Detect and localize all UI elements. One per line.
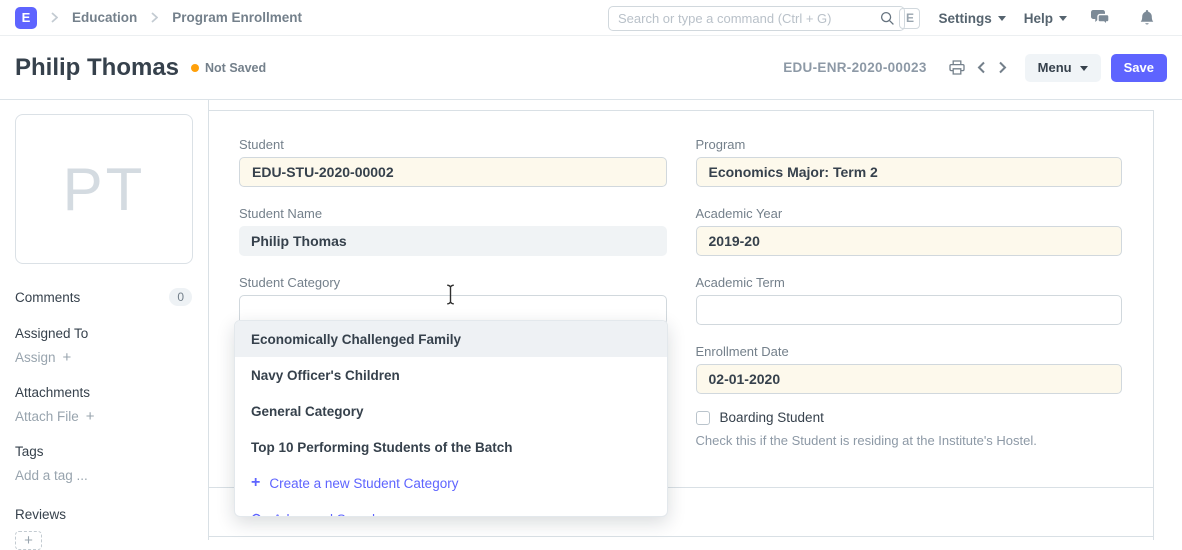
breadcrumb-chevron-icon [151,12,159,23]
status-dot-icon [191,63,200,72]
page-title: Philip Thomas [15,53,180,81]
tags-section: Tags Add a tag ... [15,444,192,483]
status-label: Not Saved [205,60,267,75]
dropdown-option[interactable]: Economically Challenged Family [235,321,667,357]
program-label: Program [695,137,746,152]
dropdown-option[interactable]: Navy Officer's Children [251,367,400,383]
chevron-left-icon [977,61,985,74]
comments-row[interactable]: Comments 0 [15,288,192,306]
student-field: Student [239,138,667,187]
attach-file-link[interactable]: Attach File + [15,409,192,424]
boarding-student-description: Check this if the Student is residing at… [695,433,1037,448]
attach-file-label: Attach File [15,409,79,424]
global-search[interactable] [608,6,905,31]
next-form-section [209,488,1153,537]
attachments-title: Attachments [15,385,91,400]
create-new-label: Create a new Student Category [269,475,459,491]
breadcrumb-chevron-icon [51,12,58,23]
assign-label: Assign [15,350,56,365]
record-avatar[interactable]: PT [15,114,193,264]
form-sidebar: PT Comments 0 Assigned To Assign + Attac… [0,100,209,550]
dropdown-option[interactable]: Top 10 Performing Students of the Batch [251,439,513,455]
help-menu[interactable]: Help [1024,11,1067,26]
navbar-right: E Settings Help [899,0,1160,36]
save-button[interactable]: Save [1110,53,1167,82]
document-id: EDU-ENR-2020-00023 [783,60,927,75]
breadcrumb-education[interactable]: Education [72,10,138,25]
boarding-student-label[interactable]: Boarding Student [719,410,824,425]
academic-term-input[interactable] [695,295,1122,325]
academic-year-label: Academic Year [695,206,783,221]
student-input[interactable] [239,157,667,187]
search-input[interactable] [618,11,880,26]
dropdown-option[interactable]: General Category [251,403,364,419]
tags-title: Tags [15,444,44,459]
breadcrumb-program-enrollment[interactable]: Program Enrollment [172,10,303,25]
advanced-search-label: Advanced Search [273,512,380,517]
plus-icon: + [24,532,33,549]
student-name-value: Philip Thomas [239,226,667,256]
add-tag-link[interactable]: Add a tag ... [15,468,192,483]
student-name-field: Student Name Philip Thomas [239,207,667,256]
assign-link[interactable]: Assign + [15,350,192,365]
academic-term-label: Academic Term [695,275,785,290]
student-category-dropdown: Economically Challenged Family Navy Offi… [234,320,668,517]
search-icon [251,513,264,516]
student-category-label: Student Category [239,275,341,290]
program-field: Program [695,137,1122,187]
attachments-section: Attachments Attach File + [15,385,192,424]
menu-button-label: Menu [1037,60,1072,75]
advanced-search-option[interactable]: Advanced Search [235,501,667,517]
print-icon[interactable] [943,60,971,75]
bell-icon[interactable] [1134,10,1160,26]
page-header: Philip Thomas Not Saved EDU-ENR-2020-000… [0,36,1182,100]
academic-year-input[interactable] [695,226,1122,256]
form-section: Student Student Name Philip Thomas Stude… [209,111,1153,488]
create-new-option[interactable]: + Create a new Student Category [235,465,667,501]
settings-label: Settings [938,10,992,26]
academic-term-field: Academic Term [695,275,1122,325]
prev-button[interactable] [971,61,992,74]
search-icon[interactable] [880,11,895,26]
student-label: Student [239,137,284,152]
page-actions: EDU-ENR-2020-00023 Menu Save [783,53,1167,82]
chevron-right-icon [998,61,1007,74]
program-input[interactable] [695,157,1122,187]
content-area: PT Comments 0 Assigned To Assign + Attac… [0,100,1182,550]
user-avatar[interactable]: E [899,7,921,29]
academic-year-field: Academic Year [695,206,1122,256]
assigned-to-section: Assigned To Assign + [15,326,192,365]
caret-down-icon [1059,16,1067,21]
form-column-right: Program Academic Year Academic Term Enro… [695,137,1123,487]
caret-down-icon [1079,65,1088,71]
menu-button[interactable]: Menu [1024,53,1101,82]
enrollment-date-input[interactable] [695,364,1122,394]
plus-icon: + [85,408,95,425]
text-cursor-icon [444,284,457,310]
next-button[interactable] [992,61,1013,74]
plus-icon: + [62,349,72,366]
student-name-label: Student Name [239,206,323,221]
enrollment-date-label: Enrollment Date [695,344,789,359]
add-tag-label: Add a tag ... [15,468,88,483]
boarding-student-checkbox[interactable] [695,410,710,425]
assigned-to-title: Assigned To [15,326,89,341]
save-status: Not Saved [191,61,266,75]
chat-icon[interactable] [1085,10,1116,26]
caret-down-icon [997,16,1006,21]
add-review-button[interactable]: + [15,531,42,550]
app-logo[interactable]: E [15,6,37,29]
enrollment-date-field: Enrollment Date [695,344,1122,394]
reviews-section: Reviews + [15,507,192,550]
comments-count-badge: 0 [169,288,192,306]
settings-menu[interactable]: Settings [938,10,1006,26]
plus-icon: + [251,474,261,491]
reviews-title: Reviews [15,507,67,522]
help-label: Help [1023,10,1053,26]
boarding-student-row: Boarding Student [695,410,1123,425]
navbar: E Education Program Enrollment E Setting… [0,0,1182,36]
comments-label: Comments [15,289,81,305]
